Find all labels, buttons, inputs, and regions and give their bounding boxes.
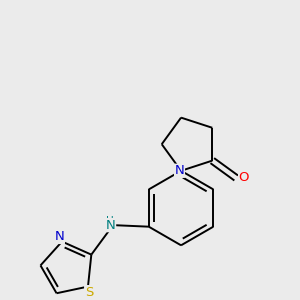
Text: N: N <box>106 219 116 232</box>
Text: S: S <box>85 286 93 299</box>
Text: O: O <box>239 170 249 184</box>
Text: N: N <box>55 230 64 243</box>
Text: H: H <box>106 216 114 226</box>
Text: N: N <box>175 164 184 177</box>
